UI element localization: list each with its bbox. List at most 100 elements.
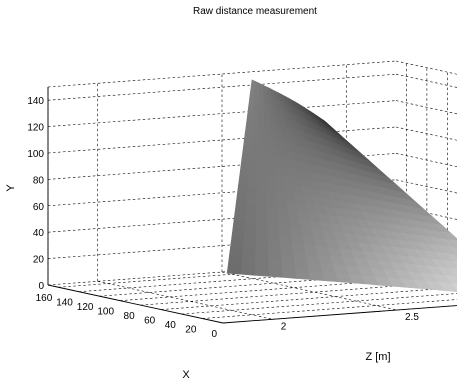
surface-patch [233,211,247,223]
surface-patch [241,256,256,267]
surface-patch [293,252,308,263]
surface-patch [255,248,269,260]
y-tick-label: 100 [27,149,44,160]
surface-patch [254,266,270,277]
surface-patch [256,187,268,199]
surface-patch [230,237,245,249]
chart-title: Raw distance measurement [193,6,317,17]
surface-patch [451,283,457,291]
grid-line [47,73,397,101]
surface-patch [245,203,258,215]
surface-patch [256,196,268,208]
grid-line [395,153,457,167]
surface-patch [440,231,457,242]
y-tick-label: 140 [27,96,44,107]
surface-patch [437,244,457,256]
grid-line [47,126,397,154]
x-tick-label: 100 [97,307,114,318]
x-tick-label: 120 [77,302,94,313]
surface-patch [267,232,281,244]
surface-patch [278,225,292,236]
y-tick-label: 120 [27,123,44,134]
grid-line [395,100,457,115]
depth-surface [226,79,457,292]
surface-patch [236,184,249,196]
surface-patch [280,251,295,262]
grid-line [395,60,457,75]
surface-patch [295,269,312,280]
surface-patch [276,207,290,219]
surface-patch [255,222,269,234]
surface-patch [266,197,278,209]
surface-patch [256,213,268,225]
y-tick-label: 80 [33,175,45,186]
surface-patch [254,257,270,269]
z-tick-label: 2.5 [405,312,419,323]
surface-patch [453,261,457,266]
surface-patch [255,240,269,251]
grid-line [395,126,457,141]
surface-patch [257,170,267,182]
surface-patch [234,202,247,214]
surface-patch [267,249,282,261]
surface-patch [244,212,257,224]
surface-patch [255,231,269,242]
y-tick-label: 60 [33,202,45,213]
y-axis-label: Y [5,184,17,192]
surface-patch [279,242,294,254]
surface-patch [242,247,257,259]
grid-line [395,73,457,88]
x-tick-label: 140 [56,298,73,309]
y-tick-label: 40 [33,228,45,239]
z-tick-label: 2 [281,321,287,332]
surface-patch [226,263,243,275]
surface-patch [267,223,280,235]
surface-patch [246,195,258,206]
surface-patch [281,259,297,271]
surface-patch [239,167,250,179]
x-tick-label: 60 [144,316,156,327]
x-axis-label: X [182,369,190,381]
x-axis-line [47,284,224,324]
surface-patch [267,241,282,252]
surface-patch [256,179,267,190]
z-axis-line [222,305,457,324]
surface-patch [256,205,268,216]
surface-patch [277,216,291,228]
surface-patch [268,258,283,270]
surface-patch [291,243,307,255]
z-axis-label: Z [m] [365,351,390,363]
surface-patch [242,238,257,250]
surface-patch [240,265,256,276]
surface-patch [279,233,293,245]
y-tick-label: 20 [33,255,45,266]
surface-patch [439,238,457,249]
surface-patch [266,206,279,218]
surface-patch [437,266,457,277]
surface-patch [281,268,298,279]
surface-patch [235,193,248,205]
tick-labels: 0204060801001201400204060801001201401602… [27,96,419,340]
surface-patch [231,228,245,240]
grid-line [47,100,397,127]
surface-patch [238,176,249,188]
x-tick-label: 40 [165,320,177,331]
surface-patch [442,259,457,270]
surface-patch [444,275,457,285]
grid-line [181,293,457,315]
surface-patch [232,220,246,231]
surface-patch [294,260,310,272]
surface-patch [229,246,244,258]
x-tick-label: 160 [36,293,53,304]
surface-patch [244,221,257,233]
x-tick-label: 0 [211,329,217,340]
surface-patch [243,230,257,241]
x-tick-label: 80 [124,311,136,322]
axes-box [47,87,457,324]
surface-patch [268,267,284,278]
surface-patch [449,268,457,277]
y-tick-label: 0 [38,281,44,292]
surface-patch [445,253,457,263]
surface-patch [227,255,243,266]
